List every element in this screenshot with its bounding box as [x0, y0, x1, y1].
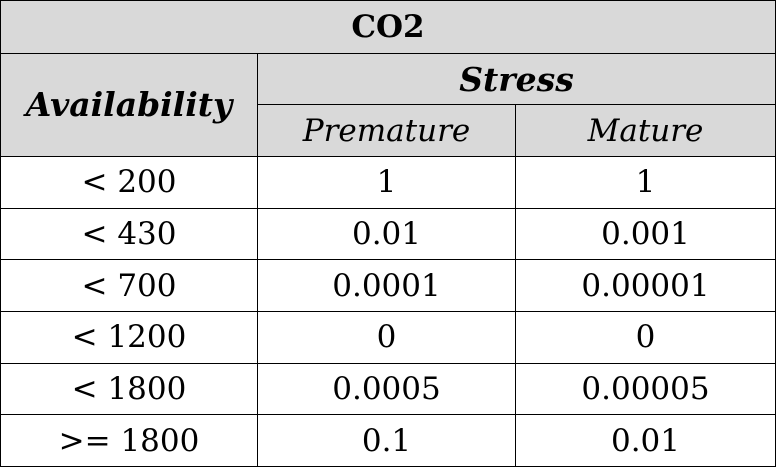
subheader-row: Premature Mature: [1, 104, 776, 157]
stress-header: Stress: [257, 52, 776, 106]
table-row: < 1200 0 0: [0, 310, 776, 364]
mature-cell: 0.00005: [515, 362, 776, 416]
table-row: >= 1800 0.1 0.01: [0, 414, 776, 467]
header-row: Availability Stress: [0, 52, 776, 157]
availability-cell: < 1800: [0, 362, 258, 416]
availability-cell: < 200: [0, 155, 258, 209]
table-row: < 200 1 1: [0, 155, 776, 209]
availability-cell: < 430: [0, 207, 258, 261]
premature-cell: 1: [257, 155, 516, 209]
availability-cell: < 1200: [0, 310, 258, 364]
premature-cell: 0.0005: [257, 362, 516, 416]
table-row: < 700 0.0001 0.00001: [0, 259, 776, 312]
availability-cell: >= 1800: [0, 414, 258, 467]
mature-cell: 0.01: [515, 414, 776, 467]
premature-cell: 0: [257, 310, 516, 364]
premature-cell: 0.1: [257, 414, 516, 467]
premature-header: Premature: [257, 104, 516, 157]
premature-cell: 0.0001: [257, 259, 516, 312]
availability-cell: < 700: [0, 259, 258, 312]
mature-cell: 1: [515, 155, 776, 209]
title-row: CO2: [0, 0, 776, 54]
table-row: < 430 0.01 0.001: [0, 207, 776, 261]
table-row: < 1800 0.0005 0.00005: [0, 362, 776, 416]
premature-cell: 0.01: [257, 207, 516, 261]
mature-cell: 0.001: [515, 207, 776, 261]
mature-cell: 0: [515, 310, 776, 364]
availability-header: Availability: [0, 52, 258, 157]
mature-cell: 0.00001: [515, 259, 776, 312]
table-title: CO2: [0, 0, 776, 54]
mature-header: Mature: [515, 104, 776, 157]
